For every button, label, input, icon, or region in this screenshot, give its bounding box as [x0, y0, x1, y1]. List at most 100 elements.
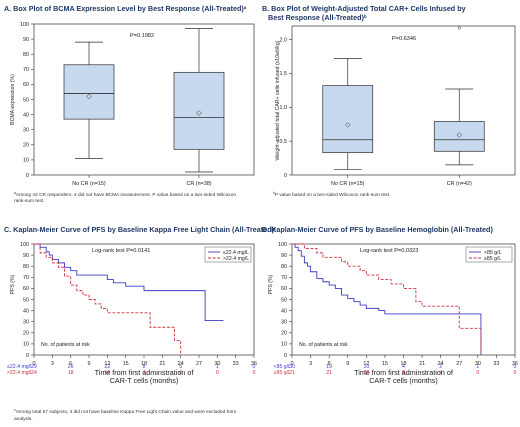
- panel-c-xtick-label: 33: [233, 361, 239, 367]
- panel-a-ytick-label: 40: [23, 112, 29, 118]
- panel-a-ytick-label: 50: [23, 97, 29, 103]
- panel-b-footnote-line1: bP value based on a two-sided Wilcoxon r…: [273, 191, 390, 198]
- panel-c-logrank: Log-rank test P=0.0141: [92, 248, 150, 254]
- panel-c-risk-count: 18: [68, 370, 74, 376]
- panel-b-title-line2: Best Response (All-Treated)b: [268, 13, 367, 22]
- panel-d-risk-count: 19: [326, 364, 332, 370]
- panel-a-ytick-label: 10: [23, 158, 29, 164]
- panel-c-ytick-label: 70: [23, 275, 29, 281]
- panel-a-box: [63, 64, 115, 120]
- panel-a-xtick-label: CR (n=38): [186, 181, 211, 187]
- panel-c-curve-series-1: [34, 243, 224, 322]
- panel-a-ytick-label: 80: [23, 52, 29, 58]
- panel-b-mean-marker: [456, 132, 463, 138]
- panel-c-xlabel-line1: Time from first adminstration of: [95, 368, 194, 377]
- panel-c-ytick-label: 100: [20, 242, 29, 248]
- panel-a-pvalue: P=0.1982: [130, 33, 154, 39]
- panel-c-ytick-label: 0: [26, 353, 29, 359]
- panel-d-xtick-label: 15: [382, 361, 388, 367]
- panel-d-risk-count: 21: [289, 370, 295, 376]
- panel-d-risk-count: 20: [363, 370, 369, 376]
- panel-d-xtick-label: 6: [328, 361, 331, 367]
- panel-c-ytick-label: 60: [23, 286, 29, 292]
- panel-c-risk-title: No. of patients at risk: [41, 342, 90, 348]
- panel-c-footnote-line2: analysis.: [14, 416, 33, 422]
- panel-b-title-line1: B. Box Plot of Weight-Adjusted Total CAR…: [262, 4, 466, 13]
- panel-a-ytick-label: 20: [23, 143, 29, 149]
- panel-c-xtick-label: 6: [69, 361, 72, 367]
- panel-d-risk-count: 1: [476, 364, 479, 370]
- panel-c-risk-count: 0: [253, 370, 256, 376]
- panel-d-ytick-label: 80: [281, 264, 287, 270]
- panel-d-xtick-label: 18: [401, 361, 407, 367]
- panel-d-xtick-label: 3: [309, 361, 312, 367]
- panel-c-xtick-label: 30: [214, 361, 220, 367]
- panel-d-xtick-label: 33: [493, 361, 499, 367]
- panel-d-xtick-label: 0: [291, 361, 294, 367]
- panel-b-box: [433, 121, 485, 152]
- panel-a-xtick-label: No CR (n=15): [72, 181, 106, 187]
- panel-a-title: A. Box Plot of BCMA Expression Level by …: [4, 4, 247, 13]
- panel-c-ytick-label: 90: [23, 253, 29, 259]
- panel-d-risk-count: 0: [476, 370, 479, 376]
- panel-d-ytick-label: 10: [281, 342, 287, 348]
- panel-b-ytick-label: 0: [284, 173, 287, 179]
- panel-c-risk-count: 5: [179, 364, 182, 370]
- panel-b-xtick-label: No CR (n=15): [331, 181, 365, 187]
- panel-a-ylabel: BCMA expression (%): [10, 74, 16, 125]
- panel-c-risk-row-label: ≤22.4 mg/L: [7, 364, 33, 370]
- panel-b-ytick-label: 1.0: [280, 105, 288, 111]
- panel-c-xtick-label: 24: [178, 361, 184, 367]
- panel-c-xtick-label: 36: [251, 361, 257, 367]
- panel-b-box: [322, 85, 374, 154]
- panel-d-ytick-label: 50: [281, 297, 287, 303]
- panel-c-risk-count: 0: [179, 370, 182, 376]
- panel-d-legend-label: <85 g/L: [484, 250, 502, 256]
- panel-d-title: D. Kaplan-Meier Curve of PFS by Baseline…: [262, 225, 493, 234]
- panel-a-ytick-label: 90: [23, 37, 29, 43]
- panel-c-risk-count: 24: [31, 370, 37, 376]
- panel-d-xlabel-line1: Time from first adminstration of: [354, 368, 453, 377]
- panel-b-pvalue: P=0.6346: [392, 36, 416, 42]
- panel-a-footnote-line2: rank-sum test.: [14, 198, 44, 204]
- panel-c-legend-label: >22.4 mg/L: [223, 256, 249, 262]
- panel-d-ytick-label: 40: [281, 308, 287, 314]
- panel-c-ytick-label: 20: [23, 331, 29, 337]
- panel-d-legend-box: [465, 246, 513, 263]
- panel-d-risk-count: 8: [402, 370, 405, 376]
- panel-c-xtick-label: 15: [123, 361, 129, 367]
- panel-d-xtick-label: 21: [419, 361, 425, 367]
- panel-c-risk-count: 0: [253, 364, 256, 370]
- panel-c-risk-count: 8: [143, 364, 146, 370]
- panel-c-risk-row-label: >22.4 mg/L: [7, 370, 33, 376]
- panel-c-ytick-label: 80: [23, 264, 29, 270]
- panel-c-xtick-label: 27: [196, 361, 202, 367]
- panel-d-risk-count: 0: [514, 364, 517, 370]
- panel-a-plot: 0 10 20 30 40 50 60 70 80 90 100 BCMA expression (%…: [10, 22, 255, 187]
- panel-c-legend-label: ≤22.4 mg/L: [223, 250, 249, 256]
- panel-a-ytick-label: 0: [26, 173, 29, 179]
- panel-a-mean-marker: [86, 93, 92, 100]
- panel-b-ylabel: Weight-adjusted total CAR+ cells infused…: [275, 40, 281, 160]
- panel-d-risk-row-label: ≥85 g/L: [274, 370, 291, 376]
- panel-d-risk-title: No. of patients at risk: [299, 342, 348, 348]
- panel-d-risk-count: 2: [439, 364, 442, 370]
- panel-d-ytick-label: 0: [284, 353, 287, 359]
- panel-a-ytick-label: 100: [20, 22, 29, 28]
- panel-b-outlier: [457, 26, 461, 30]
- panel-c-risk-count: 29: [31, 364, 37, 370]
- panel-d-ytick-label: 60: [281, 286, 287, 292]
- panel-c-xtick-label: 9: [88, 361, 91, 367]
- panel-d-xtick-label: 9: [346, 361, 349, 367]
- panel-d-xlabel-line2: CAR-T cells (months): [369, 376, 438, 385]
- panel-a-footnote-line1: aAmong 42 CR responders, 4 did not have …: [14, 191, 236, 198]
- panel-c-xtick-label: 3: [51, 361, 54, 367]
- panel-d-ytick-label: 90: [281, 253, 287, 259]
- panel-d-risk-count: 21: [326, 370, 332, 376]
- panel-d-ytick-label: 70: [281, 275, 287, 281]
- panel-c-xlabel-line2: CAR-T cells (months): [110, 376, 179, 385]
- panel-c-risk-count: 22: [104, 364, 110, 370]
